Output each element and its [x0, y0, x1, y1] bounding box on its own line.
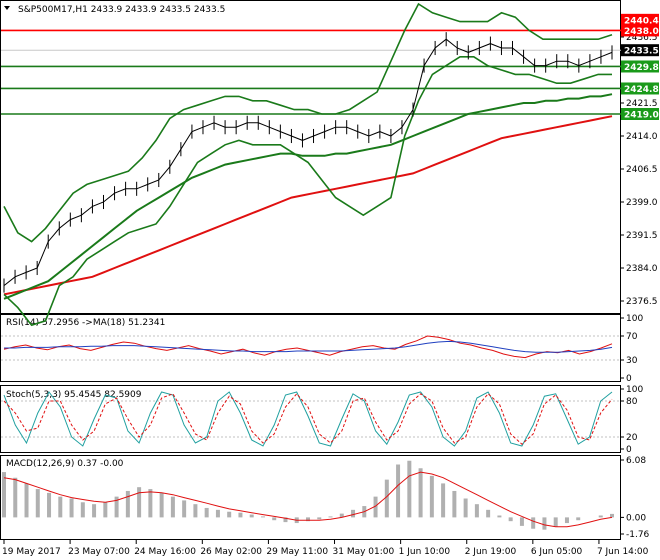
main-header: S&P500M17,H1 — [18, 5, 88, 15]
rsi-tick-label: 0 — [626, 374, 632, 384]
level-tag — [621, 24, 659, 37]
x-tick-label: 24 May 16:00 — [134, 547, 196, 557]
macd-signal-line — [3, 471, 613, 528]
stoch-main-line — [3, 391, 613, 447]
x-tick-label: 2 Jun 19:00 — [465, 547, 517, 557]
rsi-label: RSI(14) 57.2956 ->MA(18) 51.2341 — [6, 318, 165, 328]
level-tag-label: 2438.0 — [624, 27, 659, 37]
x-tick-label: 1 Jun 10:00 — [399, 547, 451, 557]
symbol-arrow-icon — [4, 6, 10, 10]
stoch-tick-label: 100 — [626, 385, 643, 395]
rsi-tick-label: 70 — [626, 332, 638, 342]
main-tick-label: 2384.0 — [626, 264, 658, 274]
stoch-panel-frame — [0, 385, 621, 453]
rsi-panel-frame — [0, 314, 621, 382]
svg-text:S&P500M17,H1 2433.9 2433.9 243: S&P500M17,H1 2433.9 2433.9 2433.5 2433.5 — [18, 5, 225, 15]
bollinger-lower-line — [3, 55, 612, 327]
macd-tick-label: 6.08 — [626, 456, 646, 466]
level-tag-label: 2433.5 — [624, 47, 659, 57]
stoch-tick-label: 80 — [626, 397, 638, 407]
level-tag — [621, 108, 659, 120]
bollinger-upper-line — [3, 2, 613, 243]
level-tag — [621, 13, 659, 26]
x-tick-label: 7 Jun 14:00 — [597, 547, 649, 557]
main-tick-label: 2376.5 — [626, 297, 658, 307]
ma-slow-line — [3, 115, 613, 296]
macd-tick-label: -1.76 — [626, 530, 650, 540]
main-ohlc: 2433.9 2433.9 2433.5 2433.5 — [91, 5, 226, 15]
level-tag — [621, 82, 659, 95]
rsi-ma-line — [4, 340, 613, 353]
level-tag-label: 2424.8 — [624, 85, 659, 95]
main-tick-label: 2406.5 — [626, 165, 658, 175]
x-tick-label: 6 Jun 05:00 — [531, 547, 583, 557]
macd-label: MACD(12,26,9) 0.37 -0.00 — [6, 459, 124, 469]
macd-panel-frame — [0, 455, 621, 540]
level-tag-label: 2429.8 — [624, 63, 659, 73]
main-tick-label: 2421.5 — [626, 99, 658, 109]
level-tag — [621, 44, 659, 57]
level-tag-label: 2440.4 — [624, 16, 659, 26]
macd-tick-label: 0.00 — [626, 513, 646, 523]
x-tick-label: 26 May 02:00 — [200, 547, 262, 557]
stoch-tick-label: 20 — [626, 433, 638, 443]
main-tick-label: 2414.0 — [626, 132, 658, 142]
rsi-tick-label: 30 — [626, 356, 638, 366]
rsi-tick-label: 100 — [626, 314, 643, 324]
price-line — [3, 38, 613, 286]
x-tick-label: 31 May 01:00 — [333, 547, 395, 557]
main-tick-label: 2436.5 — [626, 33, 658, 43]
main-panel-frame — [0, 0, 621, 314]
main-tick-label: 2391.5 — [626, 231, 658, 241]
ma-fast-line — [3, 93, 613, 300]
stoch-signal-line — [3, 393, 613, 445]
stoch-tick-label: 0 — [626, 445, 632, 455]
x-tick-label: 29 May 11:00 — [266, 547, 328, 557]
stoch-label: Stoch(5,3,3) 95.4545 82.5909 — [6, 390, 142, 400]
level-tag-label: 2419.0 — [624, 111, 659, 121]
level-tag — [621, 60, 659, 73]
x-tick-label: 19 May 2017 — [2, 547, 61, 557]
main-tick-label: 2399.0 — [626, 198, 658, 208]
x-tick-label: 23 May 07:00 — [68, 547, 130, 557]
